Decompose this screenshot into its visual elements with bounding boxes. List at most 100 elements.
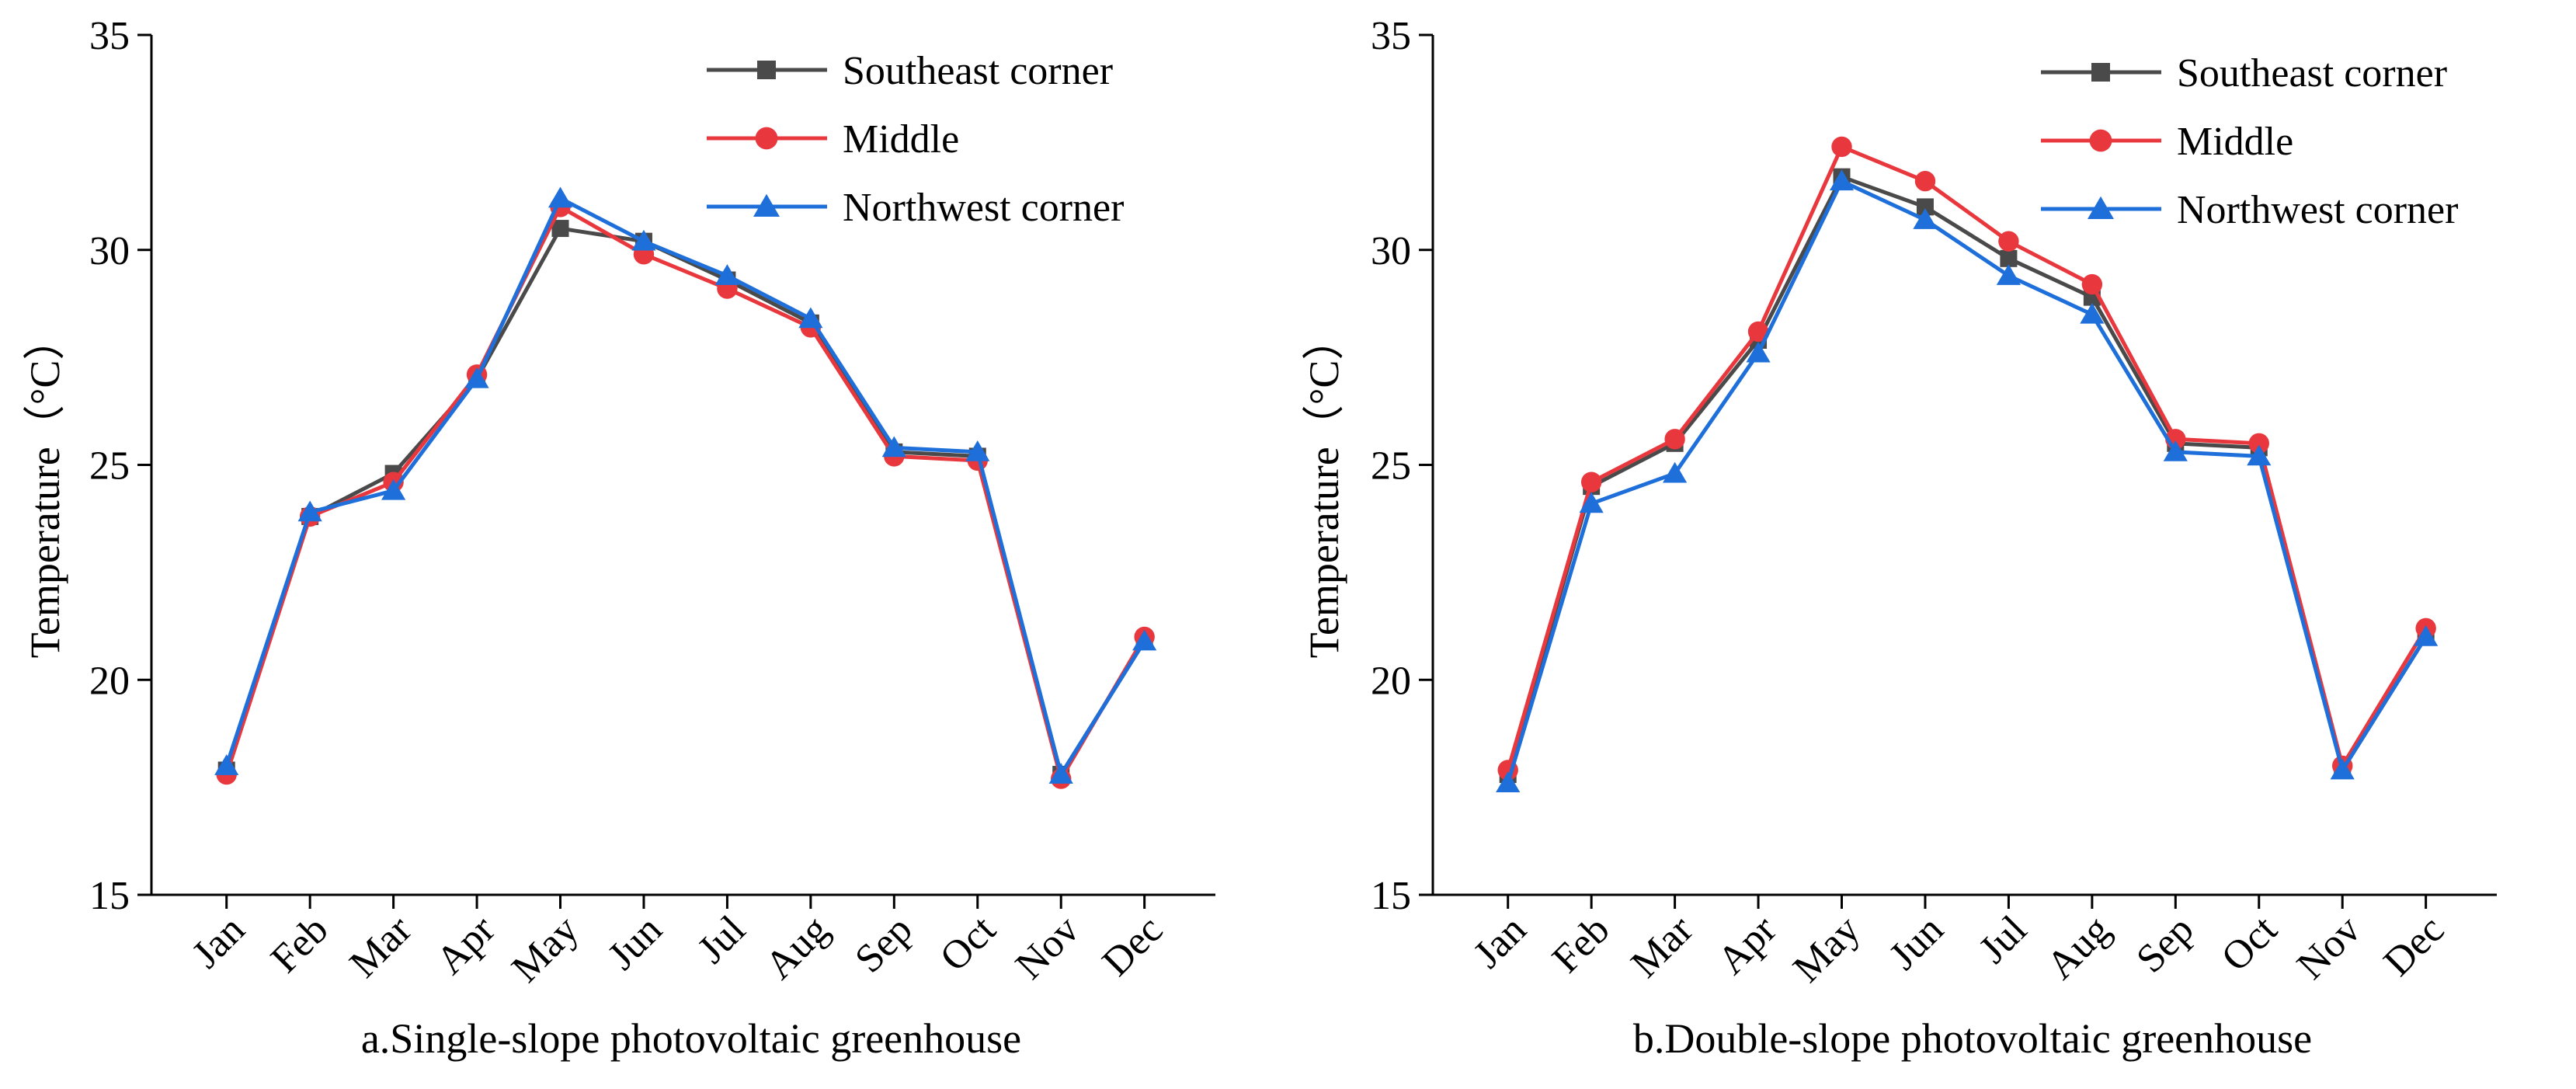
data-point [381,478,406,500]
data-point [1664,429,1685,450]
x-tick-label: Jul [1971,907,2035,972]
data-point [2330,758,2355,780]
legend-marker [755,127,778,150]
data-point [881,436,906,458]
data-point [714,264,740,285]
data-point [2081,273,2103,295]
legend-item: Northwest corner [2041,188,2458,232]
data-point [1829,169,1855,191]
x-tick-label: Nov [2289,907,2369,988]
legend-marker [753,193,780,217]
legend: Southeast corner Middle Northwest corner [707,49,1124,230]
x-tick-label: Feb [262,907,336,981]
x-tick-label: Apr [1709,907,1785,983]
legend-label: Southeast corner [2177,51,2447,96]
chart-caption: b.Double-slope photovoltaic greenhouse [1633,1015,2312,1062]
data-point [798,307,823,329]
data-point [2414,625,2439,646]
series-northwest-corner [1496,169,2439,792]
y-tick-label: 35 [89,14,130,58]
y-tick-label: 30 [89,229,130,273]
x-tick-label: Mar [342,907,421,986]
data-point [1914,170,1936,192]
y-tick-label: 20 [89,659,130,703]
series-northwest-corner [214,186,1157,784]
x-tick-label: Jun [1881,907,1952,978]
series-line [1506,175,2428,775]
y-tick-label: 25 [1371,444,1411,489]
data-point [2163,440,2188,461]
data-point [965,440,990,461]
y-tick-label: 30 [1371,229,1411,273]
legend-label: Southeast corner [843,49,1113,93]
legend: Southeast corner Middle Northwest corner [2041,51,2458,232]
legend-label: Middle [2177,120,2293,164]
x-tick-label: Sep [846,907,920,981]
legend-label: Middle [843,117,959,162]
chart-panel-b: 15 20 25 30 35 Jan Feb Mar Apr May Jun Jul Aug Sep Oct… [1301,14,2497,1062]
series-line [1506,144,2428,771]
x-tick-label: Oct [2213,907,2286,980]
data-point [1831,136,1852,158]
legend-label: Northwest corner [843,186,1124,230]
legend-item: Southeast corner [707,49,1113,93]
legend-item: Northwest corner [707,186,1124,230]
x-tick-label: May [1785,907,1869,991]
legend-marker [2091,63,2110,82]
data-point [2080,302,2105,324]
data-point [1996,264,2022,285]
y-tick-label: 15 [1371,874,1411,918]
x-tick-label: Jul [690,907,754,972]
data-point [1048,763,1073,784]
data-point [464,367,489,388]
x-tick-label: Jun [600,907,670,978]
x-tick-label: Jan [1465,907,1535,976]
x-tick-label: Jan [184,907,253,976]
x-tick-label: Sep [2128,907,2202,981]
data-point [1580,471,1602,492]
series-line [224,196,1146,777]
data-point [2247,444,2272,466]
x-tick-label: Dec [1094,907,1172,985]
series-line [1506,179,2428,784]
x-tick-label: Nov [1007,907,1088,988]
x-tick-label: Apr [428,907,503,983]
data-point [1998,231,2019,252]
x-tick-label: Oct [932,907,1005,980]
legend-marker [2087,196,2115,219]
chart-panel-a: 15 20 25 30 35 Jan Feb Mar Apr May Jun Jul Aug Sep Oct… [22,14,1215,1062]
legend-item: Middle [2041,120,2293,164]
y-tick-label: 20 [1371,659,1411,703]
y-axis-title: Temperature（°C） [22,318,68,659]
y-tick-label: 35 [1371,14,1411,58]
y-tick-label: 15 [89,874,130,918]
data-point [551,220,569,238]
data-point [2000,249,2018,267]
y-axis-title: Temperature（°C） [1301,318,1347,659]
data-point [631,229,656,251]
data-point [2248,433,2269,454]
data-point [1746,341,1771,363]
data-point [1132,629,1157,651]
data-point [297,500,322,522]
legend-marker [757,61,776,79]
data-point [1916,198,1934,216]
chart-caption: a.Single-slope photovoltaic greenhouse [361,1015,1021,1062]
data-point [214,754,239,775]
legend-label: Northwest corner [2177,188,2458,232]
series-southeast-corner [1499,168,2435,784]
data-point [1663,461,1688,483]
data-point [1747,321,1769,343]
x-tick-label: Dec [2376,907,2453,985]
x-tick-label: Mar [1623,907,1702,986]
legend-item: Southeast corner [2041,51,2447,96]
y-tick-label: 25 [89,444,130,489]
legend-marker [2089,129,2112,152]
legend-item: Middle [707,117,959,162]
series-line [224,226,1146,777]
x-tick-label: Aug [2039,907,2119,988]
data-point [548,186,573,208]
x-tick-label: May [503,907,587,991]
data-point [1579,492,1604,513]
